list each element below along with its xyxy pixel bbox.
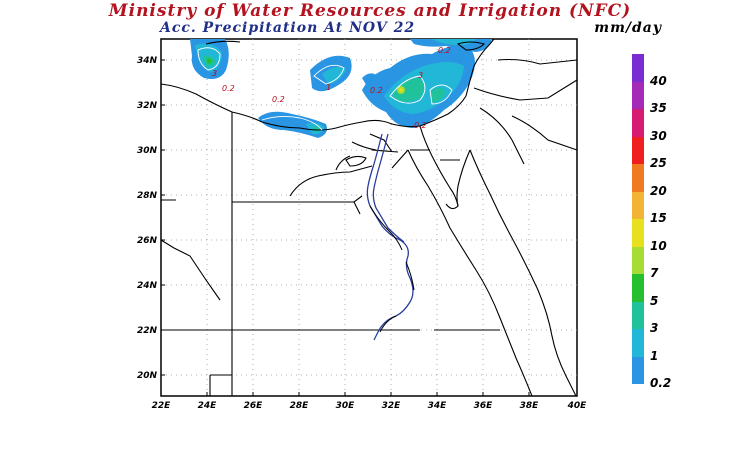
- axis-ticks: [161, 59, 530, 396]
- contour-label: 0.2: [414, 121, 427, 130]
- unit-label: mm/day: [594, 20, 662, 36]
- lat-tick-label: 26N: [137, 236, 158, 246]
- precip-contours: [197, 47, 453, 131]
- lat-tick-label: 20N: [137, 371, 158, 381]
- legend-label: 3: [650, 321, 659, 335]
- legend-color-box: [632, 274, 644, 302]
- longitude-labels: 22E 24E 26E 28E 30E 32E 34E 36E 38E 40E: [152, 401, 588, 411]
- lon-tick-label: 28E: [290, 401, 310, 411]
- precip-area-libya-coast: [258, 111, 327, 138]
- lon-tick-label: 36E: [474, 401, 494, 411]
- coastline-north-africa: [160, 83, 467, 131]
- legend-color-box: [632, 191, 644, 219]
- precipitation-fields: [190, 39, 492, 138]
- lon-tick-label: 26E: [244, 401, 264, 411]
- contour-label: 0.2: [222, 84, 235, 93]
- coastline-aqaba: [456, 149, 471, 207]
- legend-label: 30: [650, 128, 667, 143]
- legend-label: 1: [650, 348, 659, 363]
- lon-tick-label: 40E: [567, 401, 588, 411]
- island-crete: [205, 40, 241, 45]
- contour-label: 0.2: [438, 46, 451, 55]
- coastline-sinai: [419, 125, 459, 210]
- legend-color-box: [632, 109, 644, 137]
- contour-label: 0.2: [272, 95, 285, 104]
- lat-tick-label: 34N: [137, 56, 158, 66]
- legend-label: 40: [650, 73, 667, 88]
- legend-color-box: [632, 301, 644, 329]
- lat-tick-label: 24N: [137, 281, 158, 291]
- lon-tick-label: 30E: [336, 401, 356, 411]
- color-legend: 40 35 30 25 20 15 10 7 5 3 1 0.2: [632, 54, 728, 390]
- legend-color-box: [632, 81, 644, 109]
- legend-label: 0.2: [650, 376, 672, 390]
- lat-tick-label: 30N: [137, 146, 158, 156]
- map-subtitle: Acc. Precipitation At NOV 22: [160, 20, 416, 36]
- legend-color-box: [632, 164, 644, 192]
- coastline-levant: [465, 38, 495, 97]
- legend-label: 25: [650, 156, 667, 170]
- lon-tick-label: 38E: [520, 401, 540, 411]
- legend-color-box: [632, 54, 644, 82]
- lon-tick-label: 22E: [152, 401, 172, 411]
- coastline-red-sea-west: [407, 149, 533, 397]
- legend-label: 10: [650, 238, 667, 253]
- lon-tick-label: 34E: [428, 401, 448, 411]
- legend-label: 15: [650, 211, 667, 225]
- boundaries: [160, 38, 578, 397]
- legend-label: 35: [650, 101, 667, 115]
- lon-tick-label: 32E: [382, 401, 402, 411]
- contour-labels: 3 0.2 0.2 1 0.2 0.2 3 0.2: [212, 46, 451, 130]
- precip-area-small: [362, 73, 378, 88]
- legend-color-box: [632, 329, 644, 357]
- lon-tick-label: 24E: [198, 401, 218, 411]
- qattara-depression: [345, 155, 367, 167]
- legend-color-box: [632, 356, 644, 384]
- island-cyprus: [456, 41, 486, 51]
- latitude-labels: 34N 32N 30N 28N 26N 24N 22N 20N: [137, 56, 158, 381]
- legend-color-box: [632, 246, 644, 274]
- legend-label: 7: [650, 266, 659, 280]
- contour-label: 3: [418, 71, 423, 80]
- lat-tick-label: 22N: [137, 326, 158, 336]
- map-title: Ministry of Water Resources and Irrigati…: [108, 1, 632, 21]
- lat-tick-label: 32N: [137, 101, 158, 111]
- coastline-arabia: [469, 149, 577, 397]
- legend-label: 20: [650, 183, 667, 198]
- legend-color-box: [632, 136, 644, 164]
- legend-color-box: [632, 219, 644, 247]
- contour-label: 3: [212, 69, 217, 78]
- nile-river: [366, 133, 414, 341]
- lat-tick-label: 28N: [137, 191, 158, 201]
- contour-label: 1: [326, 83, 331, 92]
- contour-label: 0.2: [370, 86, 383, 95]
- legend-label: 5: [650, 293, 659, 308]
